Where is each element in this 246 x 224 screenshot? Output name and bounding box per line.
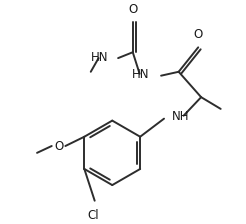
Text: HN: HN (91, 51, 108, 64)
Text: O: O (194, 28, 203, 41)
Text: NH: NH (172, 110, 189, 123)
Text: O: O (54, 140, 63, 153)
Text: O: O (128, 3, 138, 16)
Text: HN: HN (132, 68, 149, 81)
Text: Cl: Cl (87, 209, 99, 222)
